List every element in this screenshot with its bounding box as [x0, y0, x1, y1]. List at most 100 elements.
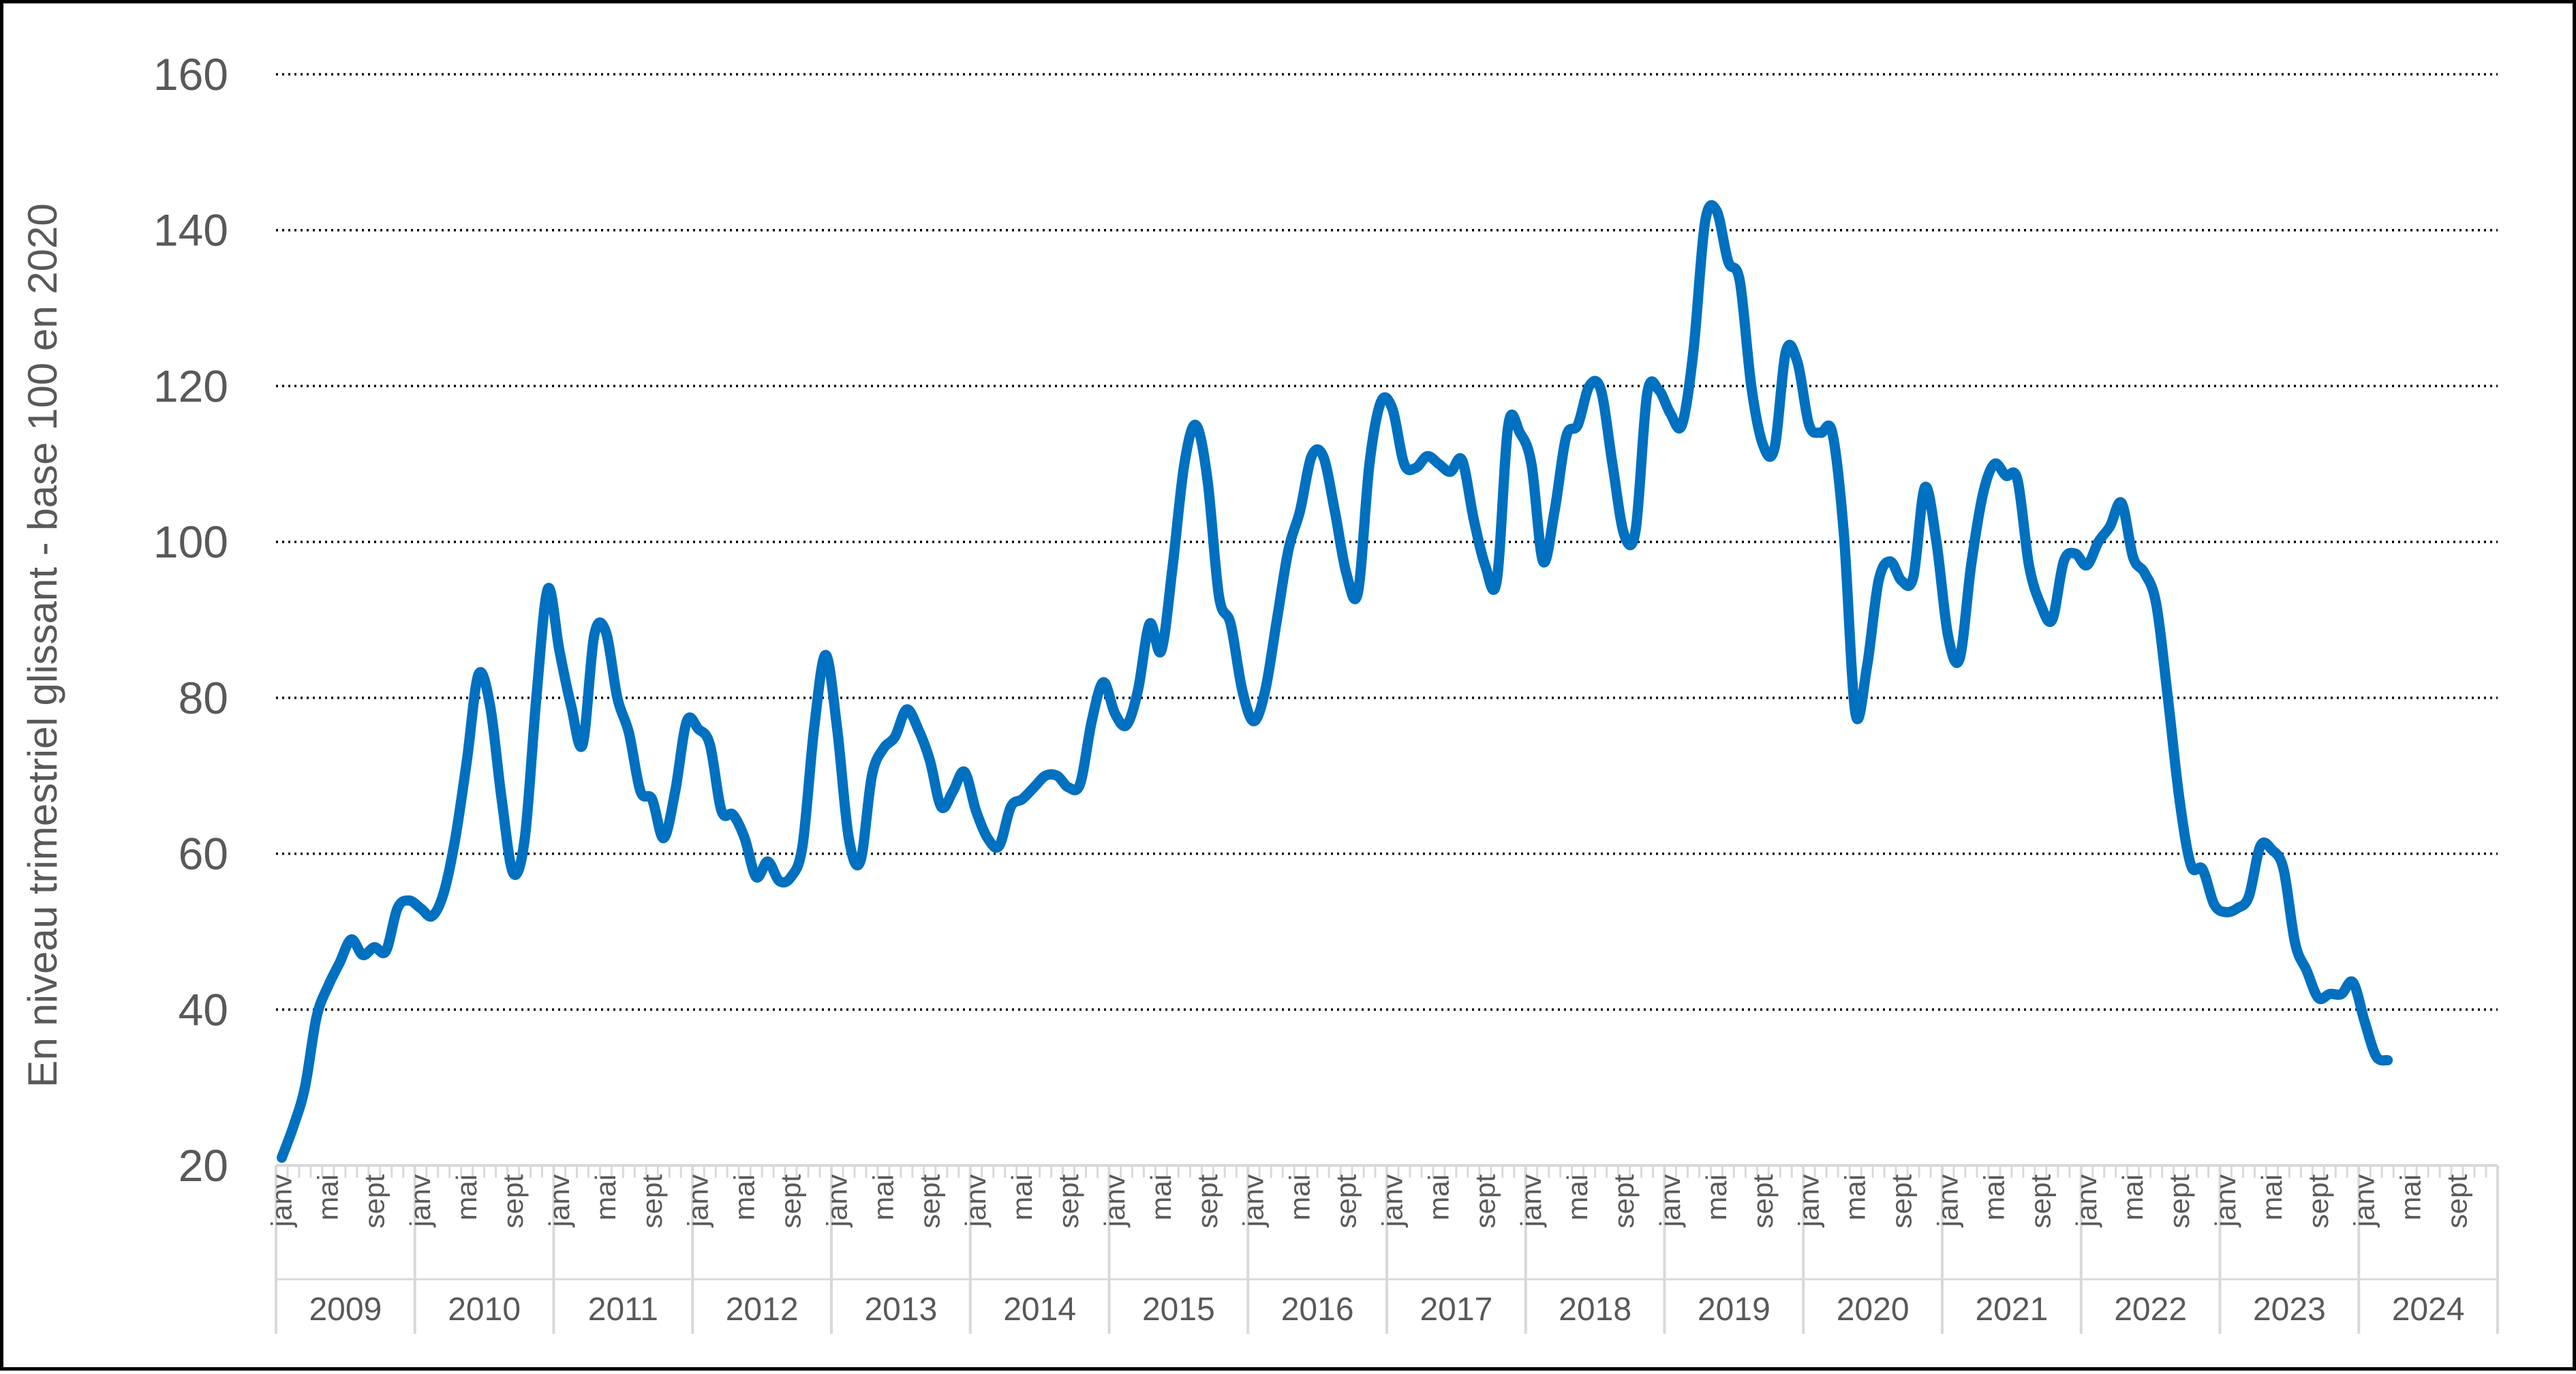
- month-label-group: janv: [1099, 1174, 1131, 1228]
- month-label-group: sept: [1052, 1174, 1084, 1229]
- month-label-group: sept: [1469, 1174, 1501, 1229]
- month-label-group: sept: [1191, 1174, 1223, 1229]
- month-label-group: sept: [497, 1174, 529, 1229]
- x-month-label: sept: [1747, 1174, 1779, 1229]
- month-label-group: mai: [1422, 1174, 1454, 1221]
- x-month-label: sept: [1330, 1174, 1362, 1229]
- month-label-group: mai: [2117, 1174, 2149, 1221]
- month-label-group: janv: [1793, 1174, 1825, 1228]
- x-month-label: sept: [497, 1174, 529, 1229]
- gridlines: [276, 73, 2498, 1011]
- month-label-group: janv: [2348, 1174, 2380, 1228]
- x-year-label: 2022: [2114, 1292, 2187, 1328]
- y-tick-label: 60: [179, 829, 228, 879]
- x-month-label: mai: [1978, 1174, 2010, 1221]
- x-month-label: sept: [2024, 1174, 2056, 1229]
- month-label-group: janv: [1238, 1174, 1270, 1228]
- month-label-group: sept: [636, 1174, 668, 1229]
- y-tick-label: 40: [179, 984, 228, 1035]
- x-year-label: 2015: [1142, 1292, 1215, 1328]
- month-label-group: sept: [2302, 1174, 2334, 1229]
- month-label-group: janv: [2209, 1174, 2241, 1228]
- y-tick-label: 120: [153, 361, 228, 411]
- month-label-group: sept: [1330, 1174, 1362, 1229]
- x-month-label: mai: [729, 1174, 761, 1221]
- month-label-group: mai: [1145, 1174, 1177, 1221]
- x-month-label: mai: [1284, 1174, 1316, 1221]
- x-year-label: 2013: [864, 1292, 937, 1328]
- x-month-label: janv: [2209, 1174, 2241, 1228]
- y-tick-label: 100: [153, 517, 228, 567]
- month-label-group: janv: [543, 1174, 575, 1228]
- month-label-group: janv: [821, 1174, 853, 1228]
- x-month-label: mai: [1422, 1174, 1454, 1221]
- month-label-group: sept: [1886, 1174, 1918, 1229]
- x-month-label: janv: [1793, 1174, 1825, 1228]
- x-month-label: sept: [1886, 1174, 1918, 1229]
- series-layer: [277, 200, 2393, 1163]
- month-label-group: mai: [2256, 1174, 2288, 1221]
- month-label-group: janv: [1654, 1174, 1686, 1228]
- month-label-group: janv: [404, 1174, 436, 1228]
- x-month-label: janv: [1515, 1174, 1547, 1228]
- x-month-label: sept: [1052, 1174, 1084, 1229]
- x-month-label: janv: [1238, 1174, 1270, 1228]
- month-label-group: mai: [450, 1174, 482, 1221]
- month-label-group: mai: [311, 1174, 343, 1221]
- x-month-label: janv: [1654, 1174, 1686, 1228]
- x-month-label: mai: [2395, 1174, 2427, 1221]
- x-year-label: 2012: [726, 1292, 799, 1328]
- x-month-label: janv: [265, 1174, 297, 1228]
- x-year-label: 2009: [309, 1292, 382, 1328]
- x-month-label: mai: [589, 1174, 622, 1221]
- x-month-label: janv: [1931, 1174, 1963, 1228]
- x-month-label: janv: [821, 1174, 853, 1228]
- month-label-group: sept: [2024, 1174, 2056, 1229]
- month-label-group: janv: [1515, 1174, 1547, 1228]
- x-month-label: sept: [775, 1174, 807, 1229]
- x-month-label: janv: [960, 1174, 992, 1228]
- series-line: [277, 200, 2393, 1163]
- x-month-label: sept: [2441, 1174, 2473, 1229]
- x-year-label: 2019: [1698, 1292, 1770, 1328]
- x-month-label: sept: [1608, 1174, 1640, 1229]
- month-label-group: janv: [265, 1174, 297, 1228]
- x-year-label: 2023: [2253, 1292, 2326, 1328]
- x-month-label: janv: [543, 1174, 575, 1228]
- line-chart: 20 40 60 80 100 120 140 160 En niveau trimestri…: [20, 49, 2499, 1334]
- x-month-label: mai: [2256, 1174, 2288, 1221]
- x-month-label: sept: [2163, 1174, 2195, 1229]
- x-month-label: mai: [450, 1174, 482, 1221]
- x-month-label: mai: [311, 1174, 343, 1221]
- x-month-label: janv: [2348, 1174, 2380, 1228]
- month-label-group: janv: [682, 1174, 714, 1228]
- month-label-group: sept: [775, 1174, 807, 1229]
- month-label-group: sept: [913, 1174, 945, 1229]
- x-year-label: 2018: [1559, 1292, 1631, 1328]
- month-label-group: mai: [589, 1174, 622, 1221]
- month-label-group: mai: [729, 1174, 761, 1221]
- x-year-label: 2021: [1975, 1292, 2048, 1328]
- x-month-label: mai: [1006, 1174, 1038, 1221]
- month-label-group: sept: [358, 1174, 390, 1229]
- month-label-group: janv: [1931, 1174, 1963, 1228]
- y-tick-label: 20: [179, 1140, 228, 1191]
- x-month-label: mai: [1700, 1174, 1732, 1221]
- x-year-label: 2017: [1420, 1292, 1492, 1328]
- y-axis-title: En niveau trimestriel glissant - base 10…: [20, 203, 65, 1087]
- x-month-label: mai: [867, 1174, 899, 1221]
- month-label-group: mai: [1700, 1174, 1732, 1221]
- month-label-group: sept: [2163, 1174, 2195, 1229]
- month-label-group: mai: [1561, 1174, 1593, 1221]
- x-month-label: mai: [2117, 1174, 2149, 1221]
- month-label-group: mai: [867, 1174, 899, 1221]
- x-year-label: 2024: [2392, 1292, 2465, 1328]
- month-label-group: mai: [1284, 1174, 1316, 1221]
- x-month-label: janv: [2070, 1174, 2102, 1228]
- y-axis-tick-labels: 20 40 60 80 100 120 140 160: [153, 49, 228, 1191]
- x-month-label: sept: [1469, 1174, 1501, 1229]
- x-month-label: janv: [404, 1174, 436, 1228]
- x-year-label: 2014: [1003, 1292, 1076, 1328]
